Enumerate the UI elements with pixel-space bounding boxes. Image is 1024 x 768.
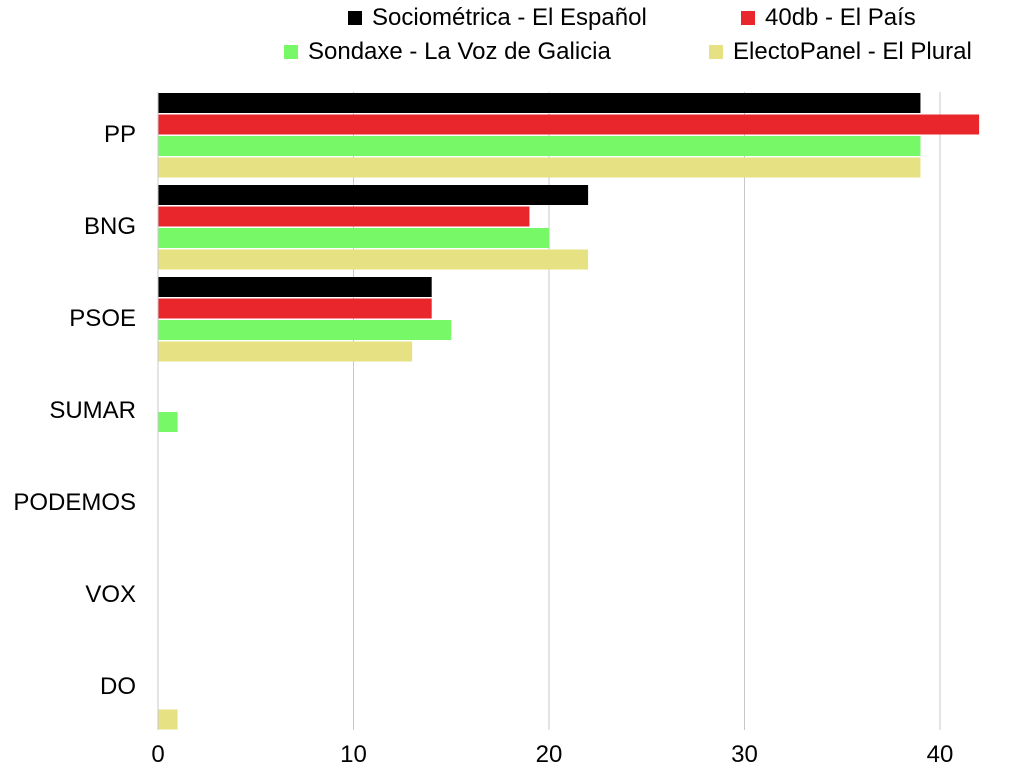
bar-pp-1	[158, 114, 980, 135]
legend-swatch-40db	[741, 11, 755, 25]
bar-bng-1	[158, 206, 530, 227]
x-tick-label-0: 0	[151, 741, 164, 768]
legend-swatch-sondaxe	[284, 45, 298, 59]
category-label-do: DO	[100, 673, 136, 700]
category-label-podemos: PODEMOS	[13, 489, 136, 516]
category-label-pp: PP	[104, 121, 136, 148]
category-label-sumar: SUMAR	[49, 397, 136, 424]
legend-item-40db: 40db - El País	[741, 4, 916, 32]
bar-pp-0	[158, 93, 921, 113]
legend-label-40db: 40db - El País	[765, 4, 916, 31]
legend-swatch-sociometrica	[348, 11, 362, 25]
legend-label-sondaxe: Sondaxe - La Voz de Galicia	[308, 38, 611, 65]
bar-psoe-0	[158, 277, 432, 297]
x-tick-labels: 0 10 20 30 40	[151, 741, 953, 768]
x-tick-label-30: 30	[731, 741, 758, 768]
bar-pp-2	[158, 136, 921, 156]
bar-psoe-1	[158, 298, 432, 319]
category-label-psoe: PSOE	[69, 305, 136, 332]
category-label-bng: BNG	[84, 213, 136, 240]
bar-sumar-2	[158, 412, 178, 432]
legend-item-electopanel: ElectoPanel - El Plural	[709, 38, 972, 66]
legend-label-electopanel: ElectoPanel - El Plural	[733, 38, 972, 65]
bar-bng-0	[158, 185, 589, 205]
bars	[158, 93, 980, 730]
legend-item-sociometrica: Sociométrica - El Español	[348, 4, 647, 32]
bar-psoe-3	[158, 341, 413, 362]
bar-bng-2	[158, 228, 549, 248]
legend-label-sociometrica: Sociométrica - El Español	[372, 4, 647, 31]
x-tick-label-20: 20	[536, 741, 563, 768]
legend-swatch-electopanel	[709, 45, 723, 59]
chart-legend: Sociométrica - El Español 40db - El País…	[0, 0, 1024, 80]
bar-bng-3	[158, 249, 589, 270]
x-tick-label-10: 10	[340, 741, 367, 768]
category-label-vox: VOX	[85, 581, 136, 608]
bar-do-3	[158, 709, 178, 730]
x-tick-label-40: 40	[927, 741, 954, 768]
bar-psoe-2	[158, 320, 452, 340]
bar-pp-3	[158, 157, 921, 178]
legend-item-sondaxe: Sondaxe - La Voz de Galicia	[284, 38, 611, 66]
category-labels: PP BNG PSOE SUMAR PODEMOS VOX DO	[13, 121, 136, 700]
